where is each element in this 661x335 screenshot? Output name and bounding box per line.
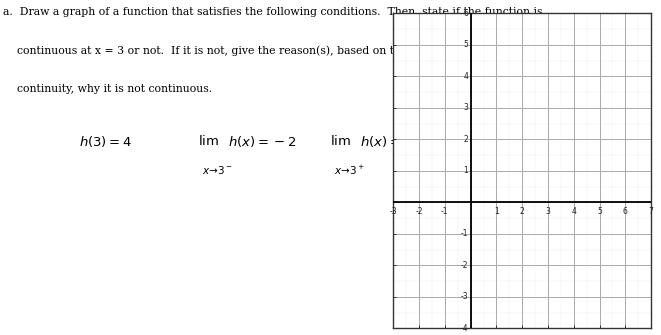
Text: 5: 5 — [597, 207, 602, 216]
Text: 7: 7 — [648, 207, 654, 216]
Text: $h(x) = -2$: $h(x) = -2$ — [360, 134, 428, 149]
Text: $\lim$: $\lim$ — [198, 134, 219, 148]
Text: 4: 4 — [463, 72, 468, 81]
Text: continuity, why it is not continuous.: continuity, why it is not continuous. — [3, 84, 212, 94]
Text: 3: 3 — [545, 207, 551, 216]
Text: 6: 6 — [463, 9, 468, 18]
Text: $h(3) = 4$: $h(3) = 4$ — [79, 134, 132, 149]
Text: $x\!\to\!3^-$: $x\!\to\!3^-$ — [202, 164, 233, 176]
Text: 4: 4 — [571, 207, 576, 216]
Text: -4: -4 — [461, 324, 468, 333]
Text: $\lim$: $\lim$ — [330, 134, 352, 148]
Text: 6: 6 — [623, 207, 628, 216]
Text: 2: 2 — [463, 135, 468, 144]
Text: -3: -3 — [461, 292, 468, 301]
Text: a.  Draw a graph of a function that satisfies the following conditions.  Then, s: a. Draw a graph of a function that satis… — [3, 7, 543, 17]
Text: 1: 1 — [463, 166, 468, 175]
Text: 3: 3 — [463, 104, 468, 112]
Text: 1: 1 — [494, 207, 499, 216]
Text: $x\!\to\!3^+$: $x\!\to\!3^+$ — [334, 164, 365, 177]
Text: 2: 2 — [520, 207, 525, 216]
Text: -1: -1 — [441, 207, 449, 216]
Text: -1: -1 — [461, 229, 468, 238]
Text: continuous at x = 3 or not.  If it is not, give the reason(s), based on the thre: continuous at x = 3 or not. If it is not… — [3, 45, 537, 56]
Text: -3: -3 — [389, 207, 397, 216]
Text: $h(x) = -2$: $h(x) = -2$ — [228, 134, 296, 149]
Text: -2: -2 — [415, 207, 423, 216]
Text: 5: 5 — [463, 41, 468, 49]
Text: -2: -2 — [461, 261, 468, 270]
